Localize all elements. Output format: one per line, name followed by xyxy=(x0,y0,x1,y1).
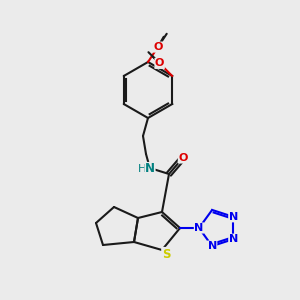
Text: N: N xyxy=(229,212,238,222)
Text: N: N xyxy=(145,163,155,176)
Text: S: S xyxy=(162,248,170,260)
Text: N: N xyxy=(229,234,238,244)
Text: O: O xyxy=(155,58,164,68)
Text: H: H xyxy=(138,164,146,174)
Text: O: O xyxy=(178,153,188,163)
Text: N: N xyxy=(194,223,204,233)
Text: O: O xyxy=(153,42,163,52)
Text: N: N xyxy=(208,241,217,251)
